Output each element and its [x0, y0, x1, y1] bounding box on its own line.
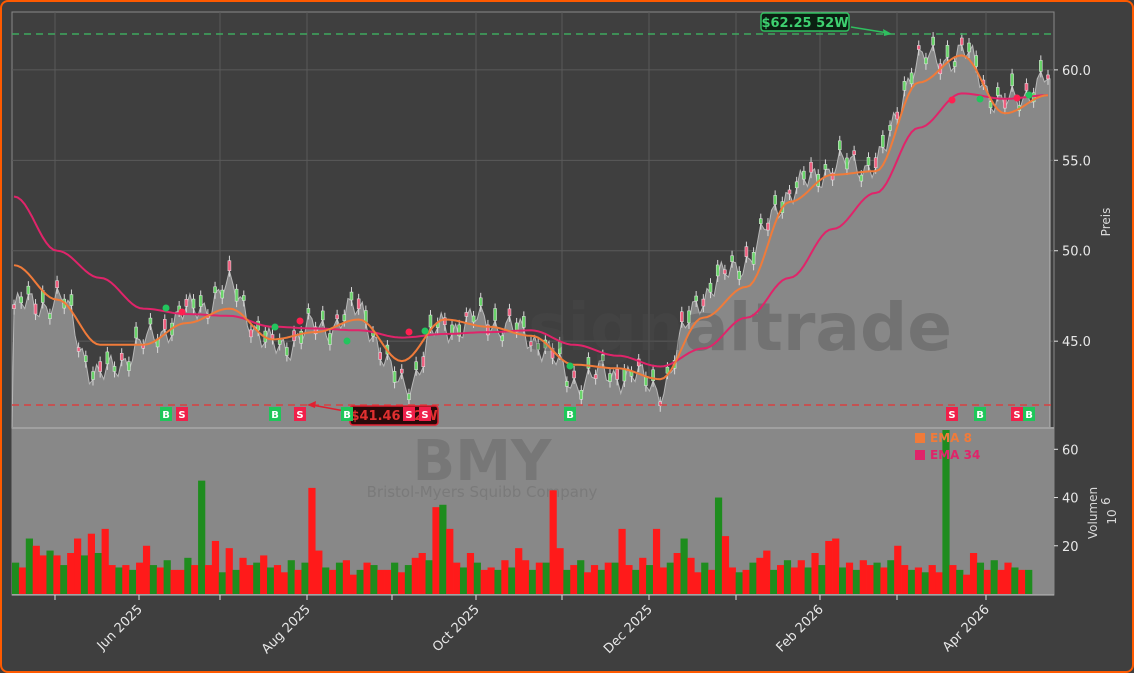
- volume-axis-title: Volumen: [1086, 487, 1100, 539]
- svg-text:Dec 2025: Dec 2025: [601, 602, 656, 657]
- svg-text:40: 40: [1062, 492, 1079, 507]
- svg-text:60: 60: [1062, 443, 1079, 458]
- company-watermark: Bristol-Myers Squibb Company: [367, 483, 598, 501]
- svg-text:S: S: [405, 410, 412, 421]
- svg-text:10: 10: [1105, 509, 1119, 524]
- svg-text:6: 6: [1099, 497, 1113, 505]
- price-axis-title: Preis: [1099, 208, 1113, 237]
- ema34-line: [13, 92, 1049, 368]
- ema8-line: [13, 54, 1049, 381]
- volume-unit: 10 6: [1099, 497, 1119, 524]
- buy-signal: B: [1023, 407, 1035, 421]
- sell-signal: S: [1011, 407, 1023, 421]
- svg-text:S: S: [178, 410, 185, 421]
- svg-text:Oct 2025: Oct 2025: [430, 602, 483, 655]
- buy-signal: B: [974, 407, 986, 421]
- legend-ema34: EMA 34: [930, 448, 980, 462]
- crossover-dots: [162, 91, 1033, 370]
- legend-swatch-ema34: [915, 450, 925, 460]
- svg-text:B: B: [343, 410, 351, 421]
- svg-text:S: S: [296, 410, 303, 421]
- svg-text:B: B: [976, 410, 984, 421]
- svg-text:S: S: [1013, 410, 1020, 421]
- legend-ema8: EMA 8: [930, 431, 972, 445]
- svg-text:S: S: [421, 410, 428, 421]
- 52w-low-annotation: $41.46 52W: [307, 401, 439, 426]
- sell-signal: S: [176, 407, 188, 421]
- svg-text:B: B: [1025, 410, 1033, 421]
- sell-signal: S: [403, 407, 415, 421]
- volume-bars: [12, 430, 1054, 596]
- svg-text:$41.46 52W: $41.46 52W: [350, 409, 437, 424]
- svg-text:60.0: 60.0: [1062, 64, 1091, 79]
- svg-text:Aug 2025: Aug 2025: [259, 602, 314, 657]
- svg-text:Apr 2026: Apr 2026: [940, 602, 993, 655]
- price-y-axis: 45.0 50.0 55.0 60.0: [1054, 64, 1091, 350]
- svg-text:B: B: [271, 410, 279, 421]
- 52w-high-annotation: $62.25 52W: [760, 12, 892, 36]
- svg-text:50.0: 50.0: [1062, 245, 1091, 260]
- svg-text:Jun 2025: Jun 2025: [94, 602, 146, 654]
- svg-text:45.0: 45.0: [1062, 335, 1091, 350]
- sell-signal: S: [294, 407, 306, 421]
- svg-text:B: B: [162, 410, 170, 421]
- svg-text:55.0: 55.0: [1062, 154, 1091, 169]
- svg-text:S: S: [948, 410, 955, 421]
- sell-signal: S: [419, 407, 431, 421]
- svg-text:20: 20: [1062, 540, 1079, 555]
- svg-text:B: B: [566, 410, 574, 421]
- buy-signal: B: [160, 407, 172, 421]
- buy-signal: B: [341, 407, 353, 421]
- watermark: signaltrade: [528, 289, 952, 366]
- buy-signal: B: [269, 407, 281, 421]
- ticker-watermark: BMY: [413, 429, 553, 494]
- svg-text:Feb 2026: Feb 2026: [774, 602, 827, 655]
- svg-text:$62.25 52W: $62.25 52W: [761, 16, 848, 31]
- buy-signal: B: [564, 407, 576, 421]
- legend: EMA 8 EMA 34: [915, 431, 980, 462]
- x-axis: Jun 2025 Aug 2025 Oct 2025 Dec 2025 Feb 2026…: [54, 595, 993, 657]
- legend-swatch-ema8: [915, 433, 925, 443]
- volume-y-axis: 20 40 60: [1054, 443, 1079, 555]
- sell-signal: S: [946, 407, 958, 421]
